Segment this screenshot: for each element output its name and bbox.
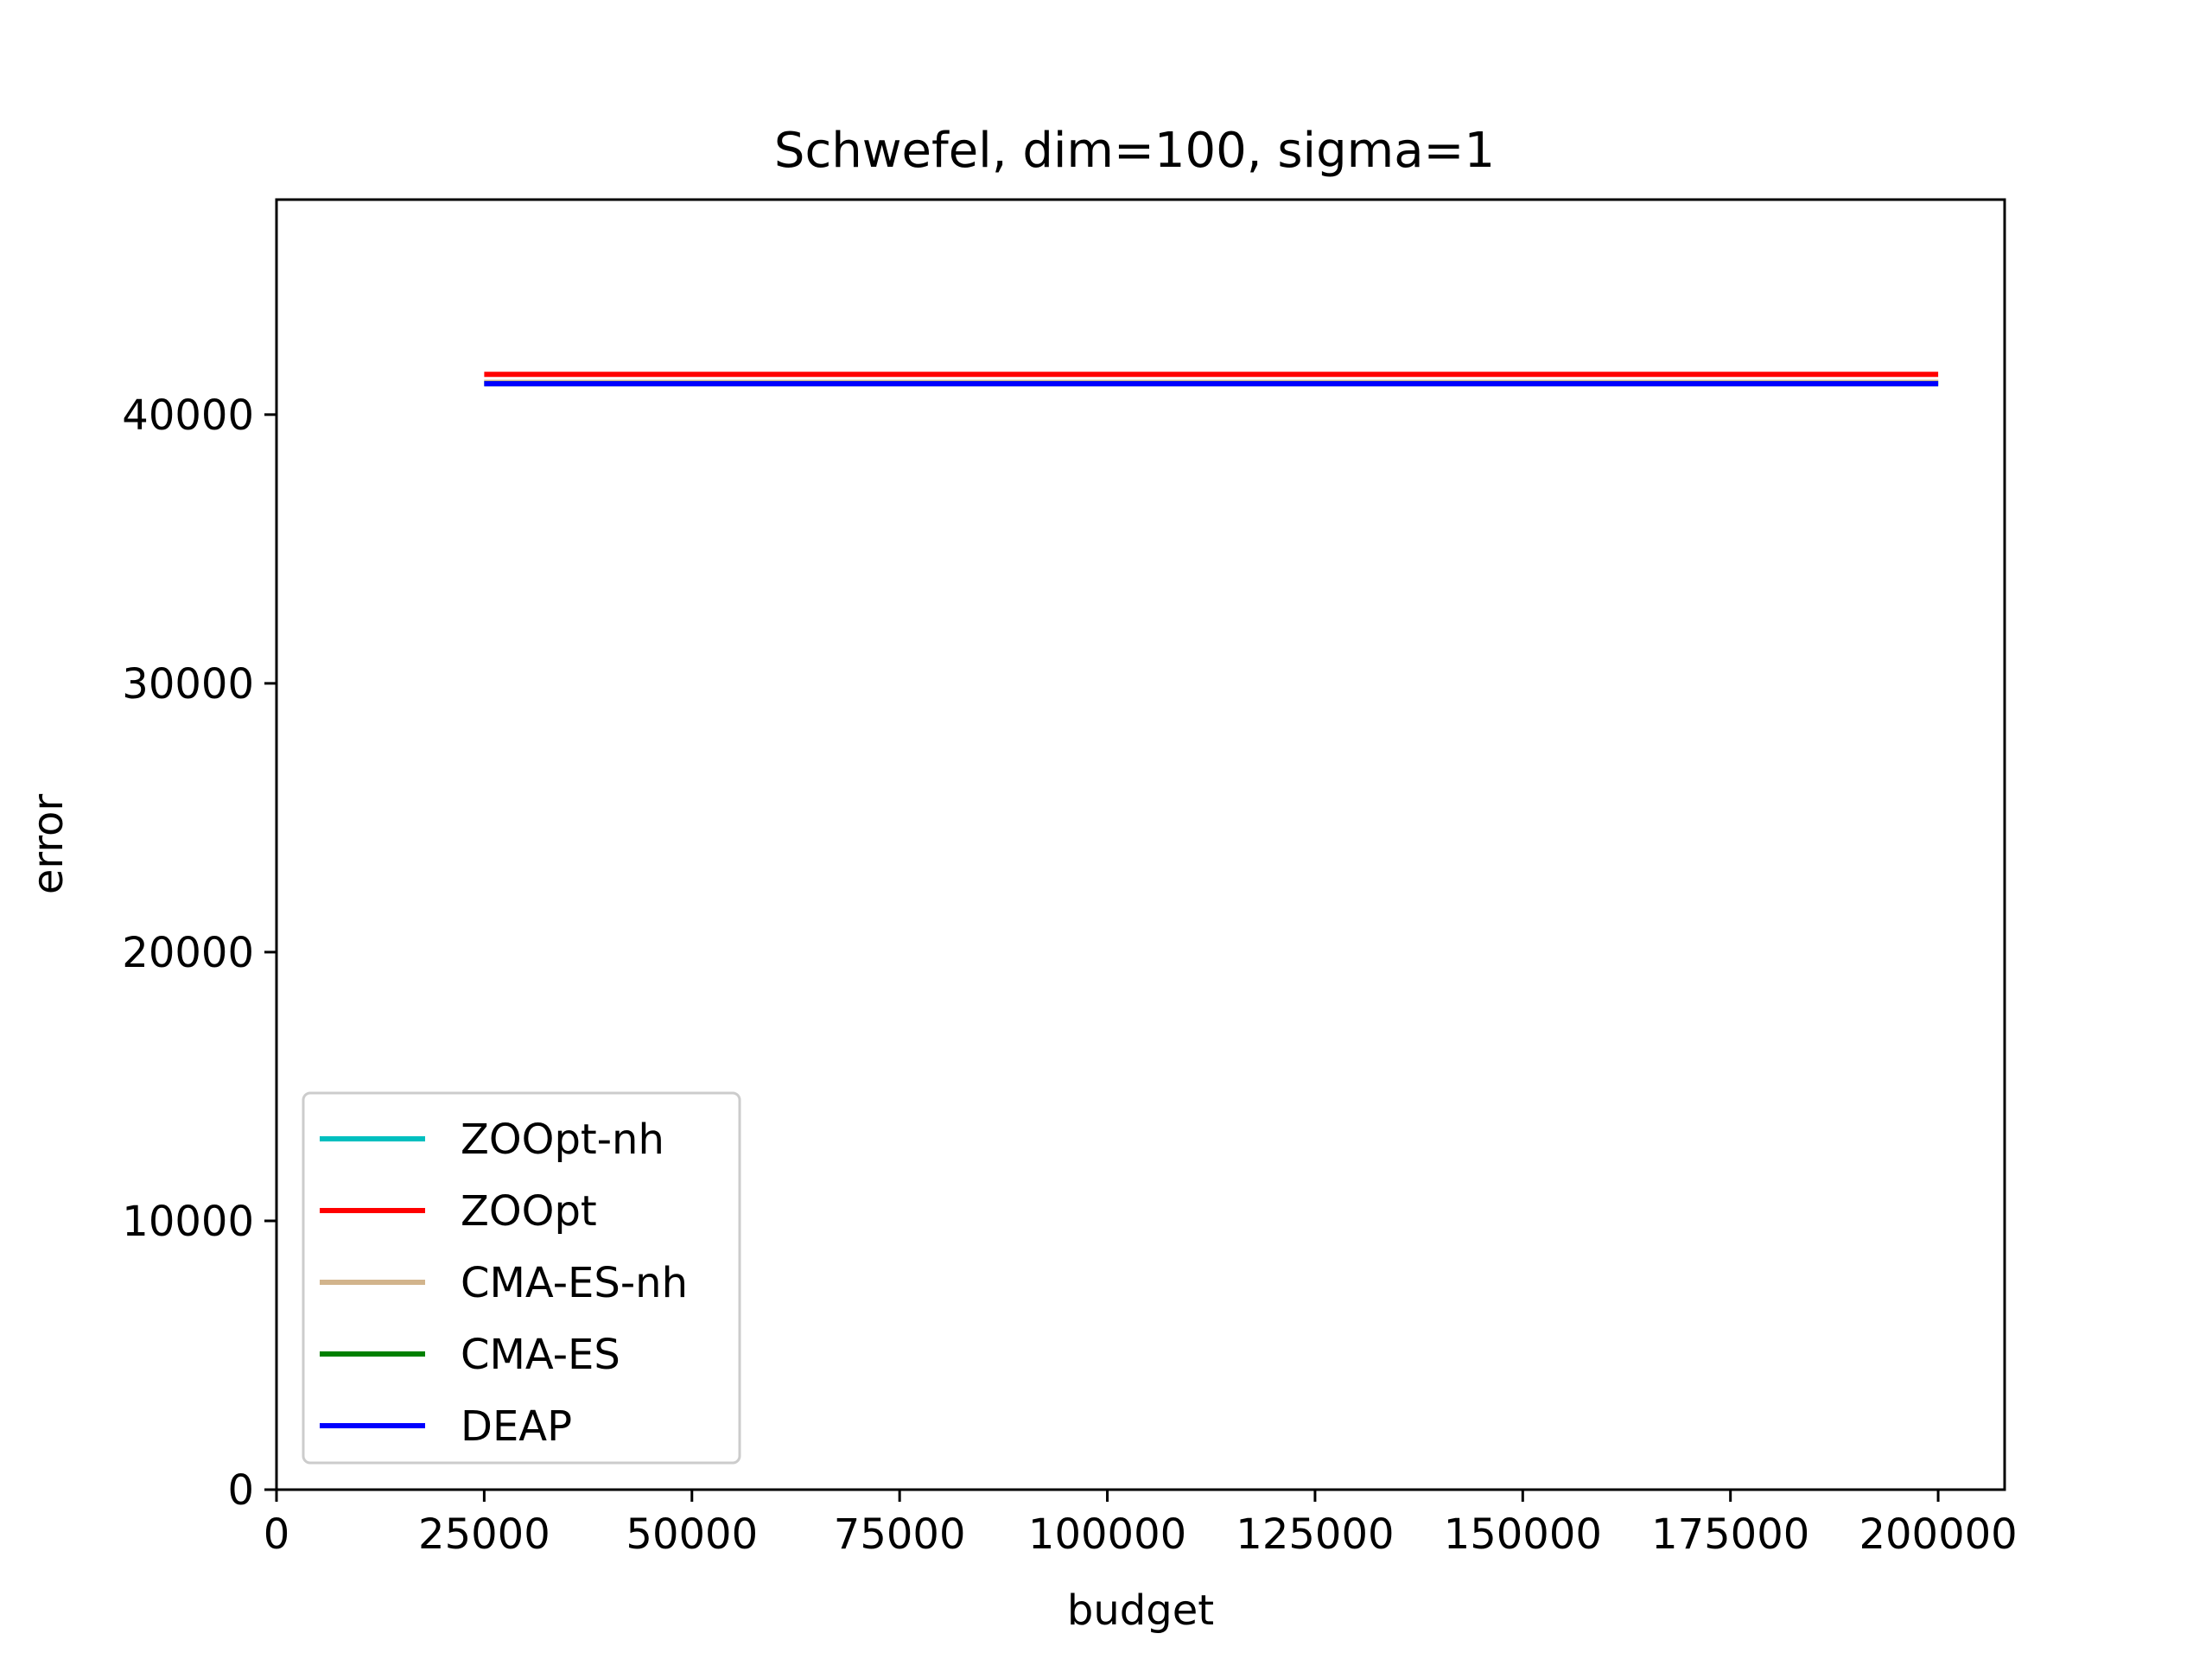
x-tick-label: 125000 — [1236, 1510, 1394, 1559]
x-tick-label: 0 — [264, 1510, 290, 1559]
legend-box — [302, 1091, 741, 1465]
x-tick-label: 50000 — [626, 1510, 758, 1559]
chart-title: Schwefel, dim=100, sigma=1 — [774, 123, 1495, 179]
legend-label: ZOOpt — [461, 1187, 597, 1236]
x-tick-label: 175000 — [1651, 1510, 1809, 1559]
x-axis-ticks: 0 25000 50000 75000 100000 125000 150000 175000… — [264, 1490, 2018, 1559]
y-tick-label: 30000 — [122, 660, 254, 709]
y-axis-ticks: 0 10000 20000 30000 40000 — [122, 391, 276, 1515]
plot-frame — [275, 198, 2006, 1491]
x-tick-label: 75000 — [834, 1510, 966, 1559]
y-tick-label: 40000 — [122, 391, 254, 440]
legend-label: ZOOpt-nh — [461, 1116, 664, 1164]
x-tick-label: 150000 — [1444, 1510, 1602, 1559]
y-tick-label: 0 — [227, 1466, 254, 1515]
legend-label: DEAP — [461, 1402, 572, 1451]
x-tick-label: 100000 — [1028, 1510, 1186, 1559]
legend: ZOOpt-nh ZOOpt CMA-ES-nh CMA-ES DEAP — [302, 1091, 741, 1465]
legend-label: CMA-ES — [461, 1331, 620, 1379]
y-axis-label: error — [24, 794, 73, 894]
legend-label: CMA-ES-nh — [461, 1259, 688, 1307]
x-tick-label: 25000 — [418, 1510, 550, 1559]
y-tick-label: 10000 — [122, 1198, 254, 1246]
x-axis-label: budget — [1067, 1586, 1214, 1635]
x-tick-label: 200000 — [1859, 1510, 2017, 1559]
series-layer — [484, 372, 1939, 387]
y-tick-label: 20000 — [122, 929, 254, 977]
